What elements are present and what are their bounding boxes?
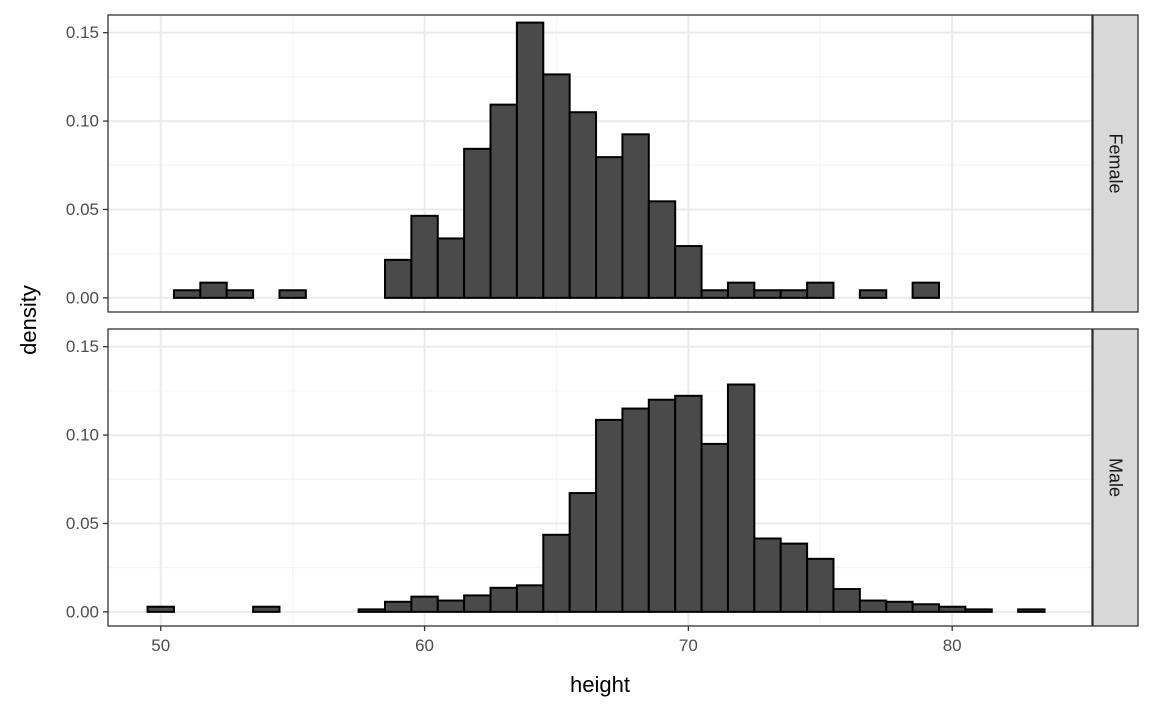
- histogram-bar: [700, 289, 729, 299]
- histogram-bar: [1017, 608, 1046, 613]
- histogram-bar: [911, 603, 940, 613]
- y-tick-label: 0.00: [66, 602, 99, 621]
- histogram-bar: [515, 584, 545, 613]
- histogram-bar: [278, 289, 307, 299]
- histogram-bar: [726, 281, 756, 299]
- histogram-bar: [225, 289, 255, 299]
- histogram-bar: [911, 281, 940, 299]
- histogram-bar: [806, 557, 835, 613]
- histogram-bar: [252, 605, 281, 613]
- histogram-bar: [858, 289, 888, 299]
- histogram-bar: [595, 418, 624, 613]
- x-tick-label: 60: [415, 636, 434, 655]
- y-tick-label: 0.00: [66, 288, 99, 307]
- y-axis-title: density: [16, 285, 41, 355]
- histogram-bar: [937, 605, 967, 613]
- y-tick-label: 0.05: [66, 200, 99, 219]
- y-tick-label: 0.15: [66, 337, 99, 356]
- y-tick-label: 0.10: [66, 112, 99, 131]
- histogram-bar: [621, 133, 650, 299]
- histogram-bar: [568, 492, 598, 613]
- histogram-bar: [858, 599, 888, 613]
- histogram-bar: [383, 258, 413, 299]
- histogram-bar: [885, 600, 914, 613]
- histogram-bar: [410, 214, 439, 299]
- histogram-bar: [172, 289, 202, 299]
- y-tick-label: 0.05: [66, 514, 99, 533]
- histogram-bar: [463, 147, 492, 299]
- histogram-bar: [806, 281, 835, 299]
- histogram-bar: [436, 237, 466, 299]
- x-axis-title: height: [570, 672, 630, 697]
- x-axis: 50 60 70 80: [151, 626, 962, 655]
- histogram-bar: [674, 394, 703, 613]
- histogram-bar: [779, 289, 809, 299]
- facet-strip-label: Female: [1106, 133, 1126, 193]
- histogram-bar: [964, 608, 993, 613]
- histogram-bar: [410, 595, 439, 613]
- histogram-bar: [726, 383, 756, 613]
- histogram-bar: [199, 281, 228, 299]
- bars-male: [146, 383, 1046, 613]
- histogram-bar: [463, 594, 492, 613]
- histogram-bar: [647, 200, 677, 299]
- bars-female: [172, 21, 940, 299]
- histogram-bar: [753, 289, 782, 299]
- facet-strip: [1092, 328, 1139, 627]
- histogram-bar: [146, 605, 175, 613]
- x-tick-label: 80: [943, 636, 962, 655]
- x-tick-label: 70: [679, 636, 698, 655]
- histogram-bar: [436, 599, 466, 613]
- y-tick-label: 0.10: [66, 426, 99, 445]
- histogram-bar: [489, 586, 518, 613]
- panel-border: [107, 14, 1093, 313]
- histogram-bar: [647, 398, 677, 613]
- histogram-bar: [753, 537, 782, 613]
- histogram-bar: [595, 156, 624, 299]
- histogram-bar: [621, 407, 650, 613]
- histogram-bar: [357, 608, 386, 613]
- panel-male: Male 0.00 0.05 0.10 0.15: [66, 328, 1139, 627]
- panel-border: [107, 328, 1093, 627]
- facet-strip: [1092, 14, 1139, 313]
- panels-group: Female 0.00 0.05 0.10 0.15 Male 0.00 0.05 0.10 0.…: [66, 14, 1139, 627]
- histogram-bar: [515, 21, 545, 299]
- histogram-bar: [700, 442, 729, 613]
- facet-strip-label: Male: [1106, 458, 1126, 497]
- histogram-bar: [832, 588, 861, 613]
- histogram-bar: [383, 600, 413, 613]
- histogram-bar: [568, 111, 598, 299]
- y-tick-label: 0.15: [66, 23, 99, 42]
- histogram-bar: [542, 533, 571, 613]
- histogram-bar: [674, 245, 703, 299]
- histogram-bar: [779, 542, 809, 613]
- panel-female: Female 0.00 0.05 0.10 0.15: [66, 14, 1139, 313]
- histogram-bar: [489, 103, 518, 299]
- histogram-bar: [542, 73, 571, 299]
- x-tick-label: 50: [151, 636, 170, 655]
